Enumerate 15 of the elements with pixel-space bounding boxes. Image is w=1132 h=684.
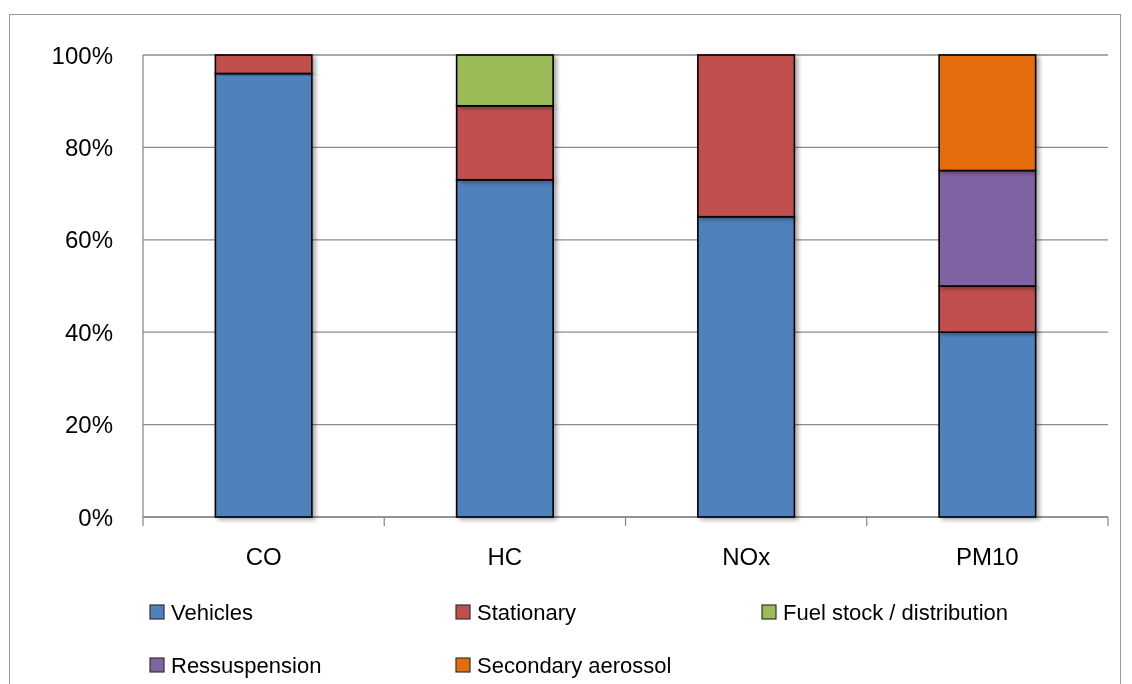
legend-label: Ressuspension <box>171 652 322 678</box>
x-tick-label: CO <box>245 543 282 570</box>
y-tick-label: 100% <box>51 41 113 69</box>
y-tick-label: 20% <box>64 411 113 439</box>
y-tick-label: 80% <box>64 133 113 161</box>
x-tick-label: PM10 <box>956 543 1019 570</box>
x-tick-label: NOx <box>722 543 771 570</box>
legend-label: Secondary aerossol <box>477 652 672 678</box>
legend-label: Vehicles <box>171 599 253 625</box>
legend-label: Fuel stock / distribution <box>783 599 1008 625</box>
y-tick-label: 60% <box>64 226 113 254</box>
x-tick-label: HC <box>487 543 523 570</box>
y-tick-label: 40% <box>64 318 113 346</box>
y-tick-label: 0% <box>78 503 113 531</box>
legend-label: Stationary <box>477 599 577 625</box>
